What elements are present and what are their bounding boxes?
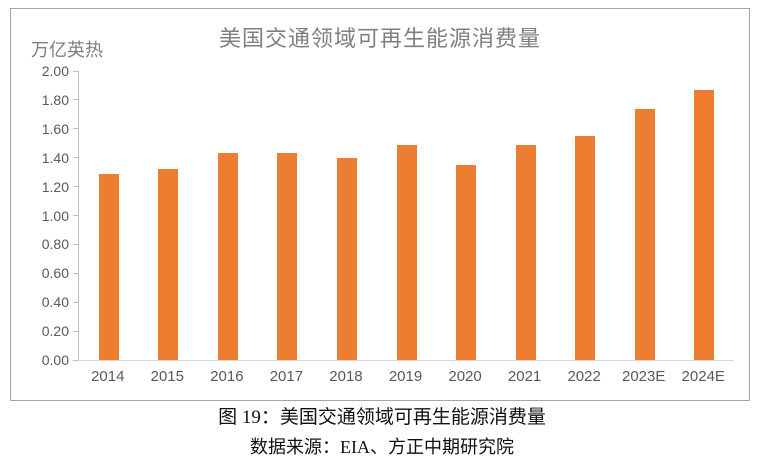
x-tick-label: 2014 [91, 368, 125, 385]
bar-2022 [575, 136, 596, 360]
x-tick-label: 2021 [507, 368, 542, 385]
bar-2018 [336, 157, 357, 360]
y-tick-label: 1.20 [41, 178, 69, 195]
bar-slot [139, 71, 199, 360]
x-tick-label: 2022 [567, 368, 601, 385]
x-tick-label: 2017 [269, 368, 304, 385]
figure-caption: 图 19：美国交通领域可再生能源消费量 [218, 407, 546, 428]
x-tick-label: 2016 [210, 368, 244, 385]
plot-area [78, 71, 734, 361]
bar-slot [377, 71, 437, 360]
y-axis-unit-label: 万亿英热 [31, 40, 103, 60]
x-tick-label: 2023E [622, 368, 666, 385]
y-tick-mark [73, 359, 78, 361]
caption-block: 图 19：美国交通领域可再生能源消费量 数据来源：EIA、方正中期研究院 [0, 404, 764, 462]
y-tick-mark [73, 157, 78, 159]
y-tick-label: 0.00 [41, 352, 69, 368]
y-tick-label: 1.00 [41, 207, 69, 224]
x-tick-label: 2015 [150, 368, 184, 385]
bar-slot [436, 71, 496, 360]
y-tick-mark [73, 99, 78, 101]
y-tick-mark [73, 330, 78, 332]
bar-slot [674, 71, 734, 360]
bar-slot [317, 71, 377, 360]
bar-slot [615, 71, 675, 360]
bar-2024E [694, 89, 715, 360]
data-source: 数据来源：EIA、方正中期研究院 [250, 437, 514, 457]
bar-2021 [515, 144, 536, 360]
bar-slot [496, 71, 556, 360]
y-tick-mark [73, 215, 78, 216]
y-tick-mark [73, 186, 78, 188]
y-tick-label: 2.00 [41, 63, 69, 79]
chart-frame: 美国交通领域可再生能源消费量 万亿英热 2.00 1.80 1.60 1.40 1.20… [10, 8, 750, 401]
bar-2015 [158, 169, 179, 360]
y-tick-mark [73, 272, 78, 274]
y-tick-label: 1.60 [41, 120, 69, 137]
x-axis-labels: 2014 2015 2016 2017 2018 2019 2020 2021 2022 2023… [78, 368, 733, 385]
y-tick-label: 0.60 [41, 265, 69, 282]
bar-2014 [98, 173, 119, 360]
y-tick-mark [73, 301, 78, 303]
bar-slot [79, 71, 139, 360]
x-tick-label: 2024E [681, 368, 725, 385]
bar-2017 [277, 153, 298, 360]
bar-2020 [456, 164, 477, 360]
y-tick-label: 0.80 [41, 236, 69, 253]
y-tick-mark [73, 128, 78, 130]
bar-2023E [634, 108, 655, 360]
x-tick-label: 2018 [329, 368, 363, 385]
y-axis-labels: 2.00 1.80 1.60 1.40 1.20 1.00 0.80 0.60 0.40 0.20… [11, 63, 69, 368]
y-tick-label: 0.20 [41, 323, 69, 340]
bar-slot [198, 71, 258, 360]
bar-2016 [217, 153, 238, 360]
bar-2019 [396, 144, 417, 360]
x-tick-label: 2019 [388, 368, 423, 385]
bar-slot [555, 71, 615, 360]
y-tick-label: 1.40 [41, 149, 69, 166]
y-tick-mark [73, 243, 78, 245]
y-tick-mark [73, 70, 78, 72]
y-tick-label: 0.40 [41, 294, 69, 311]
y-tick-label: 1.80 [41, 91, 69, 108]
bar-slot [258, 71, 318, 360]
y-axis-ticks [73, 70, 78, 361]
x-tick-label: 2020 [448, 368, 482, 385]
chart-title: 美国交通领域可再生能源消费量 [218, 26, 541, 51]
